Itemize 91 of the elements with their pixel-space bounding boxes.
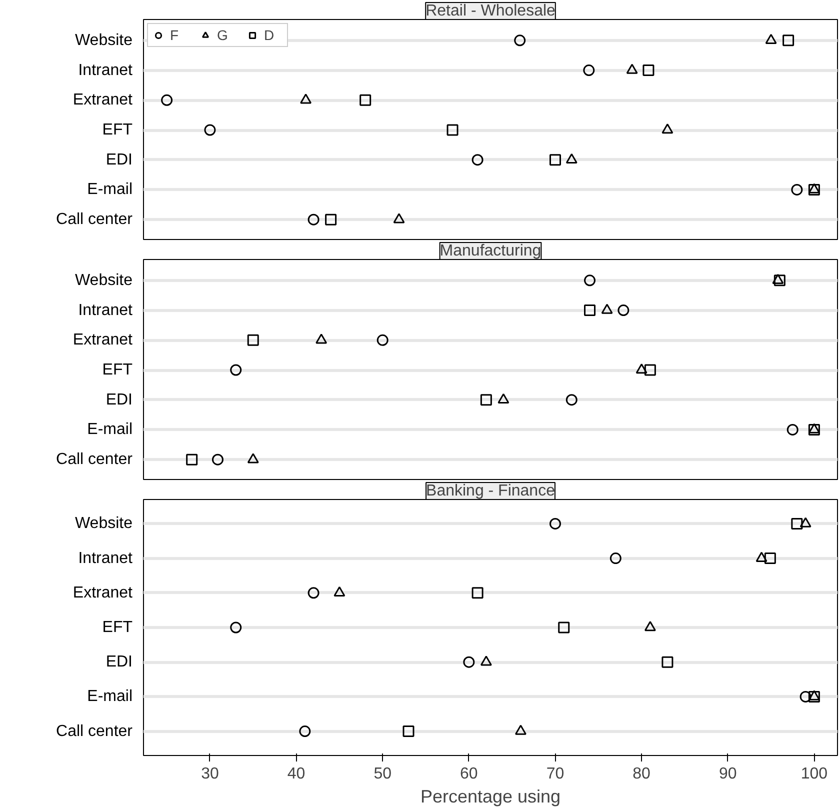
legend-label: G [217,27,229,43]
chart-title: Manufacturing [440,242,542,260]
point [300,94,312,104]
point [782,34,794,46]
point [636,363,648,374]
x-tick-label: 90 [718,766,737,782]
point [791,184,803,196]
point [584,274,596,286]
y-tick-label: Intranet [78,302,134,319]
point [402,726,414,738]
point [376,334,388,346]
y-tick-label: Website [74,32,133,49]
point [334,586,346,597]
y-tick-label: EFT [102,122,133,138]
point [549,518,561,530]
point [566,394,578,406]
point [463,656,475,668]
x-tick-label: 100 [800,766,828,782]
y-tick-label: Website [74,272,133,289]
point [514,724,526,735]
y-tick-label: EDI [106,391,132,408]
point [186,454,198,466]
y-tick-label: Extranet [72,332,134,349]
point [480,394,492,406]
point [212,454,224,466]
point [601,304,613,314]
y-tick-label: Call center [56,722,134,740]
point [618,304,630,316]
y-tick-label: Website [74,515,133,532]
point [756,552,768,562]
y-tick-label: EFT [102,619,133,636]
point [308,214,320,226]
x-tick-label: 30 [201,766,219,782]
point [472,154,484,166]
y-tick-label: E-mail [87,688,133,706]
y-tick-label: E-mail [87,421,133,438]
point [230,364,242,376]
point [662,123,674,134]
point [644,620,656,632]
point [308,587,320,599]
point [480,656,492,666]
y-tick-label: EDI [106,654,132,671]
point [626,64,638,74]
y-tick-label: Extranet [72,92,134,109]
point [800,517,812,528]
point [566,153,578,164]
point [610,552,622,564]
point [583,64,595,76]
point [584,304,596,316]
y-tick-label: Intranet [78,62,134,79]
point [393,213,405,224]
point [662,656,674,668]
x-tick-label: 40 [287,766,306,782]
point [514,34,526,46]
point [247,334,259,346]
y-tick-label: Call center [56,451,134,468]
point [204,124,216,136]
y-tick-label: Intranet [78,550,134,567]
y-tick-label: EDI [106,151,132,168]
point [791,518,803,530]
point [765,34,777,44]
chart-title: Banking - Finance [426,482,556,500]
point [446,124,458,136]
y-tick-label: Call center [56,211,134,228]
x-tick-label: 70 [546,766,564,782]
point [472,587,484,599]
x-tick-label: 50 [374,766,392,782]
point [230,622,242,634]
x-tick-label: 80 [632,766,651,782]
point [800,690,812,702]
x-tick-label: 60 [460,766,478,782]
point [558,622,570,634]
chart-title: Retail - Wholesale [426,2,556,20]
point [325,214,337,226]
y-tick-label: Extranet [72,584,134,602]
point [247,453,259,464]
point [316,334,328,344]
x-axis-title: Percentage using [420,786,561,806]
point [498,393,510,404]
legend-label: F [170,27,180,43]
point [764,552,776,564]
point [549,154,561,166]
point [161,94,173,106]
point [786,424,798,436]
legend-label: D [264,27,276,43]
y-tick-label: E-mail [87,181,133,198]
point [360,94,372,106]
point [299,726,311,738]
y-tick-label: EFT [102,362,133,378]
point [644,364,656,376]
point [642,64,654,76]
